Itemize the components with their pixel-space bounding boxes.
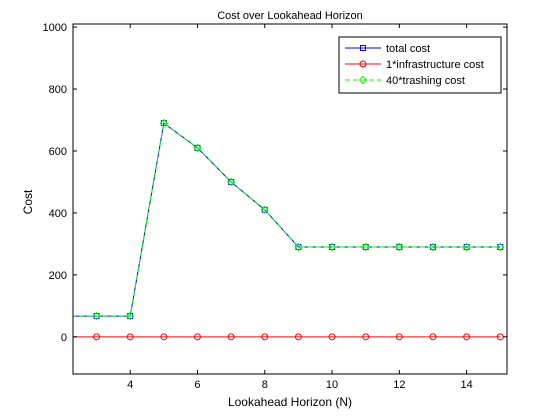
- y-tick-label: 0: [61, 332, 67, 344]
- chart-title: Cost over Lookahead Horizon: [217, 10, 363, 22]
- data-point: [160, 333, 168, 341]
- legend-swatch-marker: [358, 75, 368, 85]
- x-tick-label: 4: [127, 379, 133, 391]
- legend-swatch-marker: [360, 45, 366, 51]
- legend-label: 40*trashing cost: [386, 75, 465, 87]
- legend-entries: total cost 1*infrastructure cost 40*trashi…: [345, 43, 484, 87]
- data-point: [294, 333, 302, 341]
- data-point: [327, 242, 337, 252]
- y-axis-label: Cost: [21, 189, 35, 214]
- data-point: [496, 242, 505, 252]
- legend-swatch-marker: [359, 60, 367, 68]
- axes-box: [72, 23, 508, 375]
- legend-entry: 40*trashing cost: [345, 75, 465, 87]
- data-point: [395, 333, 403, 341]
- data-point: [227, 333, 235, 341]
- data-point: [59, 313, 66, 320]
- data-point: [497, 244, 504, 251]
- legend-label: 1*infrastructure cost: [386, 59, 484, 71]
- data-point: [193, 333, 201, 341]
- data-point: [193, 143, 202, 153]
- y-tick-label: 200: [49, 270, 67, 282]
- data-point: [159, 118, 169, 128]
- x-tick-label: 12: [393, 379, 405, 391]
- y-tick-label: 800: [49, 84, 67, 96]
- data-point: [294, 242, 303, 252]
- x-tick-label: 14: [461, 379, 473, 391]
- y-tick-label: 600: [49, 146, 67, 158]
- y-tick-label: 1000: [43, 22, 67, 34]
- data-point: [126, 333, 134, 341]
- data-point: [361, 242, 370, 252]
- data-point: [60, 314, 65, 319]
- series-line: [73, 122, 501, 317]
- y-tick-label: 400: [49, 208, 67, 220]
- data-point: [429, 333, 437, 341]
- x-axis-label: Lookahead Horizon (N): [228, 395, 352, 409]
- data-point: [328, 333, 336, 341]
- x-tick-label: 10: [326, 379, 338, 391]
- data-point: [194, 144, 201, 151]
- series-2: [59, 118, 505, 321]
- legend-label: total cost: [386, 43, 430, 55]
- legend: total cost 1*infrastructure cost 40*trashi…: [338, 36, 502, 94]
- data-point: [462, 242, 471, 252]
- data-point: [92, 311, 101, 321]
- x-tick-label: 6: [194, 379, 200, 391]
- data-point: [125, 311, 135, 321]
- data-point: [362, 333, 370, 341]
- data-point: [463, 333, 471, 341]
- legend-entry: total cost: [345, 43, 430, 55]
- data-point: [261, 333, 269, 341]
- data-point: [428, 242, 438, 252]
- data-point: [228, 178, 235, 185]
- data-point: [395, 242, 404, 252]
- data-point: [93, 333, 101, 341]
- data-point: [260, 205, 269, 215]
- data-point: [261, 206, 268, 213]
- data-point: [226, 177, 236, 187]
- x-tick-label: 8: [262, 379, 268, 391]
- tick-layer: 4 6 8 10 12 14 0 200 400 600 800 1000: [43, 22, 507, 391]
- legend-entry: 1*infrastructure cost: [345, 59, 484, 71]
